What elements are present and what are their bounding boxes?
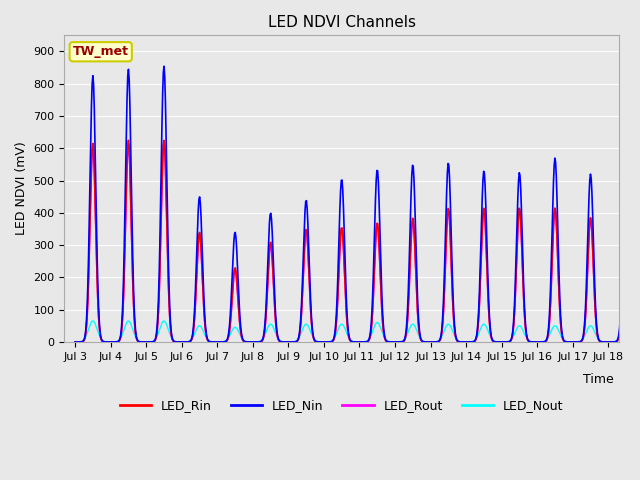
LED_Nin bbox=[106, 339, 114, 345]
LED_Rin bbox=[106, 339, 114, 345]
LED_Nout bbox=[107, 339, 115, 345]
LED_Nin bbox=[160, 63, 168, 69]
LED_Nout bbox=[403, 334, 410, 340]
LED_Nin bbox=[71, 339, 79, 345]
LED_Rout bbox=[403, 332, 410, 337]
LED_Nin bbox=[403, 328, 410, 334]
Line: LED_Nout: LED_Nout bbox=[75, 321, 640, 342]
LED_Rin bbox=[71, 339, 79, 345]
Line: LED_Rin: LED_Rin bbox=[75, 140, 640, 342]
LED_Rin bbox=[125, 137, 132, 143]
LED_Rout bbox=[417, 337, 425, 343]
LED_Rin bbox=[435, 339, 442, 345]
LED_Nout bbox=[435, 338, 442, 344]
LED_Nout bbox=[89, 318, 97, 324]
LED_Rout bbox=[71, 339, 79, 345]
LED_Nin bbox=[417, 336, 425, 342]
LED_Nin bbox=[503, 339, 511, 345]
Legend: LED_Rin, LED_Nin, LED_Rout, LED_Nout: LED_Rin, LED_Nin, LED_Rout, LED_Nout bbox=[115, 394, 568, 417]
LED_Nin bbox=[435, 339, 442, 345]
LED_Nout bbox=[71, 339, 79, 345]
LED_Rin bbox=[403, 331, 410, 337]
LED_Nout bbox=[417, 336, 425, 342]
LED_Rout bbox=[562, 339, 570, 345]
LED_Rin bbox=[503, 339, 511, 345]
Y-axis label: LED NDVI (mV): LED NDVI (mV) bbox=[15, 142, 28, 236]
X-axis label: Time: Time bbox=[582, 372, 613, 385]
Text: TW_met: TW_met bbox=[73, 45, 129, 58]
Line: LED_Rout: LED_Rout bbox=[75, 142, 640, 342]
LED_Nout bbox=[562, 338, 570, 344]
Line: LED_Nin: LED_Nin bbox=[75, 66, 640, 342]
LED_Rout bbox=[160, 139, 168, 145]
LED_Rin bbox=[562, 339, 570, 345]
Title: LED NDVI Channels: LED NDVI Channels bbox=[268, 15, 416, 30]
LED_Nout bbox=[503, 339, 511, 345]
LED_Rout bbox=[503, 339, 511, 345]
LED_Rout bbox=[435, 339, 442, 345]
LED_Nin bbox=[562, 339, 570, 345]
LED_Rin bbox=[417, 337, 425, 343]
LED_Rout bbox=[106, 339, 114, 345]
